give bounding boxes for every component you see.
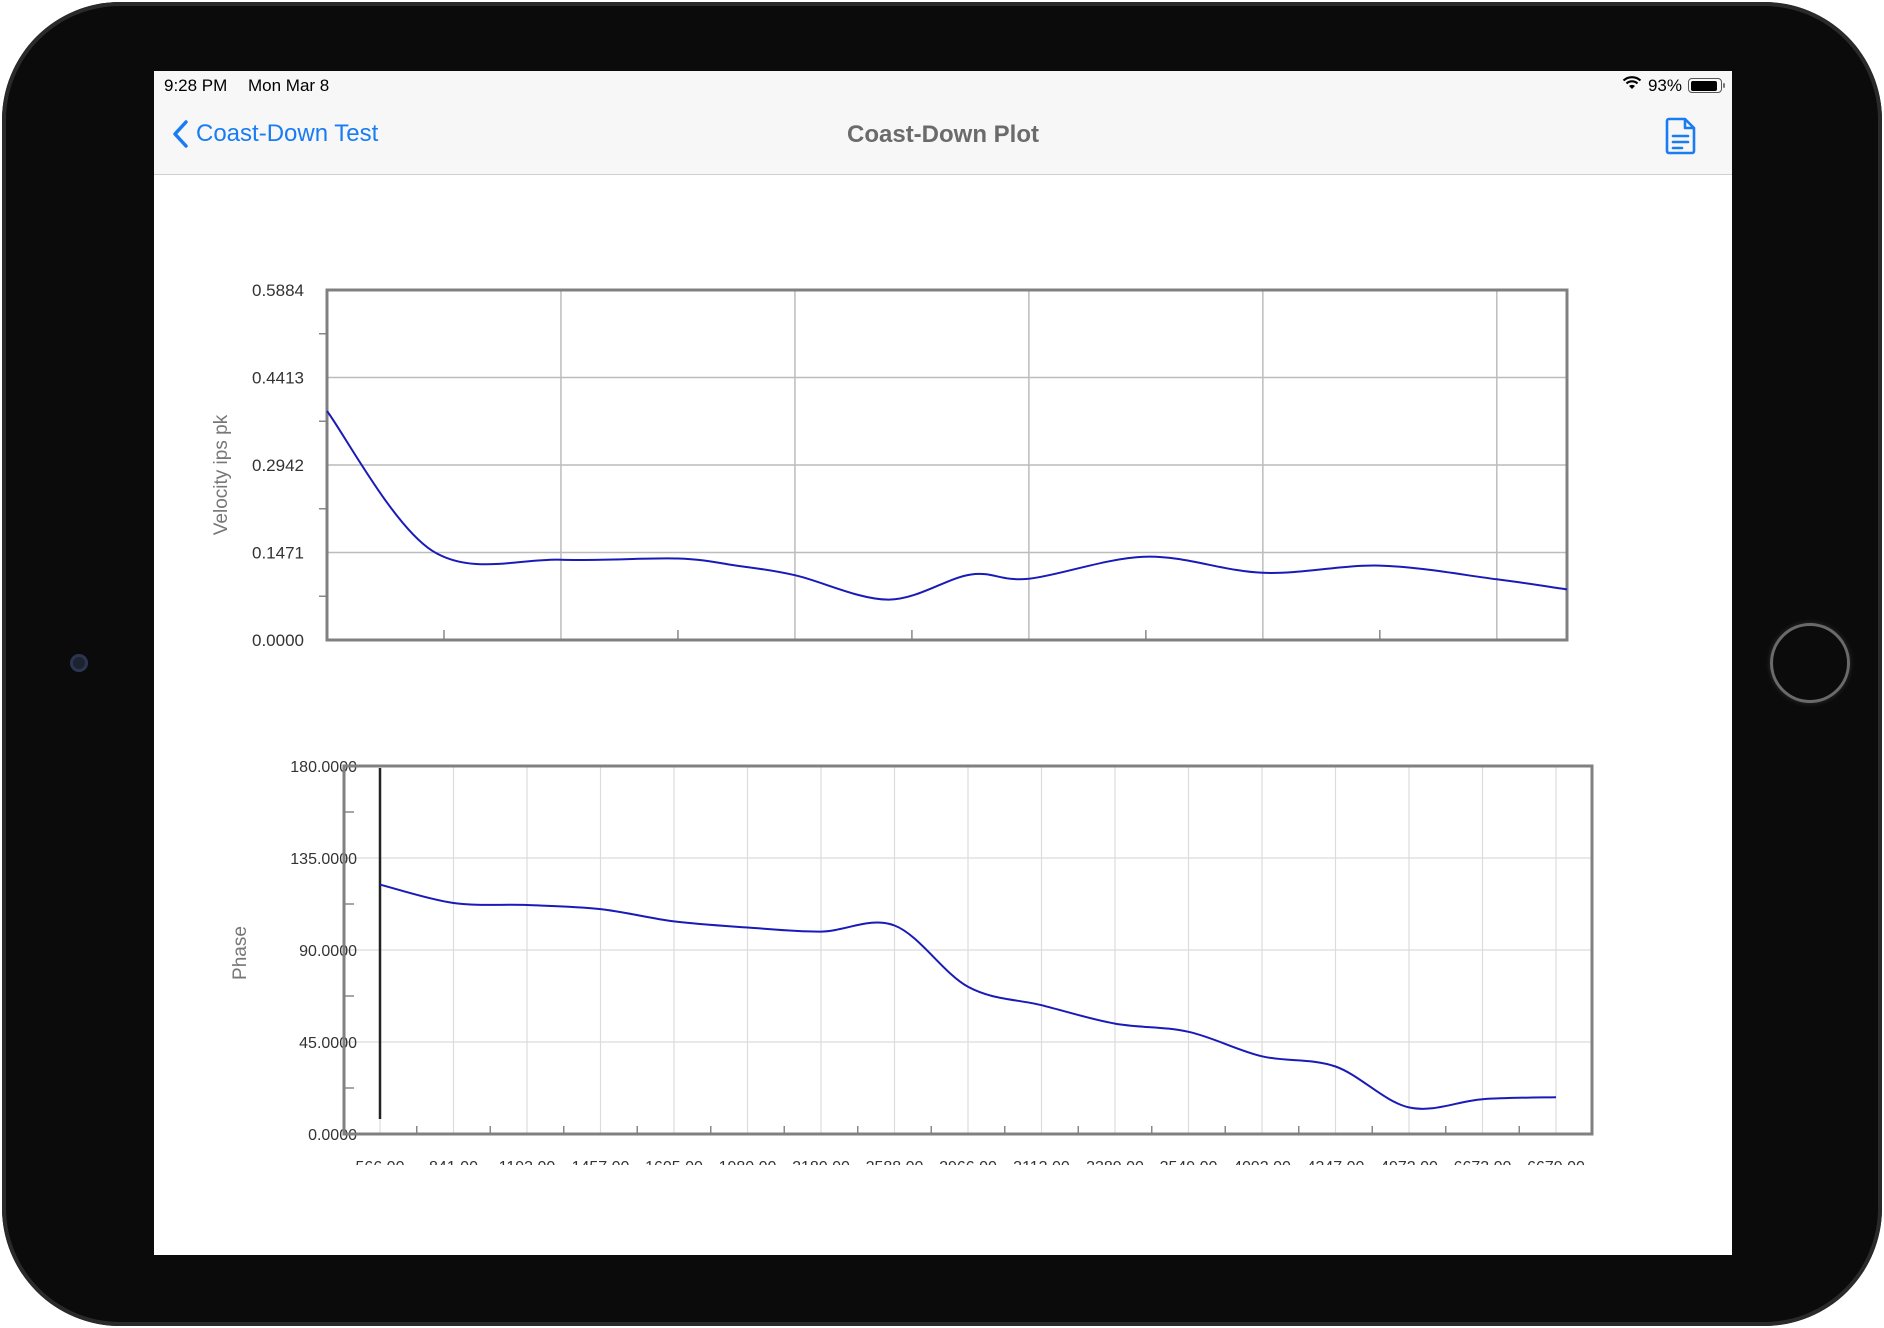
camera-icon bbox=[70, 654, 88, 672]
x-tick-label: 1193.00 bbox=[499, 1159, 556, 1165]
x-tick-label: 6673.00 bbox=[1454, 1159, 1512, 1165]
plot-frame bbox=[342, 764, 1594, 1136]
back-button-label: Coast-Down Test bbox=[196, 120, 379, 147]
x-tick-label: 3389.00 bbox=[1086, 1159, 1144, 1165]
status-date: Mon Mar 8 bbox=[248, 76, 330, 95]
series-line bbox=[379, 883, 1557, 1110]
back-button[interactable]: Coast-Down Test bbox=[172, 119, 378, 149]
x-tick-label: 3113.00 bbox=[1013, 1159, 1070, 1165]
status-time: 9:28 PM bbox=[164, 76, 228, 95]
battery-icon bbox=[1688, 78, 1725, 93]
x-tick-label: 1457.00 bbox=[572, 1159, 630, 1165]
y-axis-label: Velocity ips pk bbox=[211, 414, 232, 535]
y-axis-label: Phase bbox=[230, 926, 251, 980]
y-tick-label: 180.0000 bbox=[290, 759, 357, 776]
x-tick-label: 566.00 bbox=[356, 1159, 405, 1165]
y-tick-label: 0.4413 bbox=[252, 369, 304, 388]
x-tick-label: 1980.00 bbox=[719, 1159, 777, 1165]
chart-area: 0.5884 0.4413 0.2942 0.1471 0.0000 566.00 1457… bbox=[154, 175, 1732, 1165]
phase-chart: 180.0000135.000090.000045.00000.0000566.… bbox=[230, 759, 1594, 1165]
status-right: 93% bbox=[1622, 75, 1725, 96]
x-tick-label: 1605.00 bbox=[645, 1159, 703, 1165]
x-tick-label: 841.00 bbox=[429, 1159, 478, 1165]
x-tick-label: 2966.00 bbox=[939, 1159, 997, 1165]
y-tick-label: 0.1471 bbox=[252, 544, 304, 563]
velocity-chart: 0.58840.44130.29420.14710.0000566.001457… bbox=[211, 281, 1569, 709]
x-tick-label: 4972.00 bbox=[1380, 1159, 1438, 1165]
x-tick-label: 2588.00 bbox=[866, 1159, 924, 1165]
y-tick-label: 90.0000 bbox=[299, 943, 357, 960]
x-tick-label: 6679.00 bbox=[1527, 1159, 1585, 1165]
y-tick-label: 0.5884 bbox=[252, 281, 304, 300]
status-bar: 9:28 PM Mon Mar 8 93% bbox=[154, 71, 1732, 99]
wifi-icon bbox=[1622, 75, 1642, 96]
battery-percent: 93% bbox=[1647, 75, 1682, 95]
home-button[interactable] bbox=[1770, 623, 1850, 703]
plot-frame bbox=[325, 288, 1569, 642]
y-tick-label: 135.0000 bbox=[290, 851, 357, 868]
y-tick-label: 0.0000 bbox=[252, 631, 304, 650]
x-tick-label: 2180.00 bbox=[792, 1159, 850, 1165]
document-button[interactable] bbox=[1664, 117, 1698, 155]
x-tick-label: 3549.00 bbox=[1160, 1159, 1218, 1165]
series-line bbox=[326, 410, 1568, 601]
x-tick-label: 4092.00 bbox=[1233, 1159, 1291, 1165]
x-tick-label: 4347.00 bbox=[1307, 1159, 1365, 1165]
document-icon bbox=[1665, 117, 1696, 155]
y-tick-label: 45.0000 bbox=[299, 1035, 357, 1052]
y-tick-label: 0.2942 bbox=[252, 456, 304, 475]
chevron-left-icon bbox=[173, 120, 188, 148]
navigation-bar: Coast-Down Test Coast-Down Plot bbox=[154, 99, 1732, 175]
app-screen: 9:28 PM Mon Mar 8 93% Coast-D bbox=[154, 71, 1732, 1255]
page-title: Coast-Down Plot bbox=[847, 121, 1039, 148]
